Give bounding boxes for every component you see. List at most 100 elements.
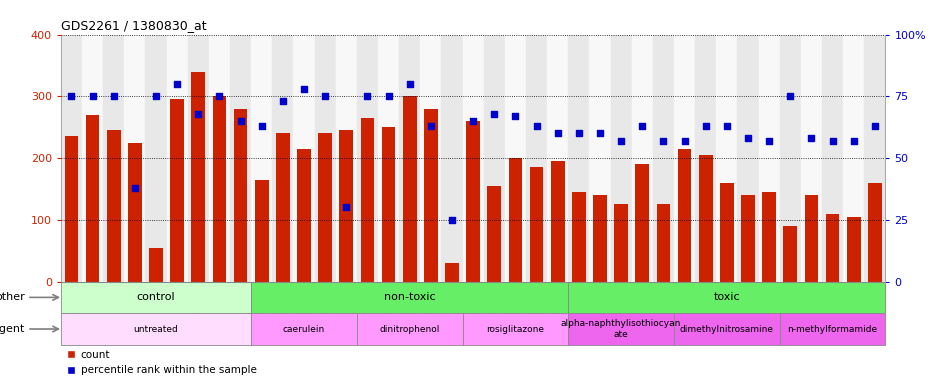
Bar bbox=[846, 217, 859, 281]
Bar bbox=[508, 158, 521, 281]
Point bbox=[169, 81, 184, 87]
Bar bbox=[272, 35, 293, 281]
Bar bbox=[571, 192, 585, 281]
Bar bbox=[525, 35, 547, 281]
Bar bbox=[779, 35, 800, 281]
Bar bbox=[821, 35, 842, 281]
Bar bbox=[251, 281, 568, 313]
Bar bbox=[779, 313, 885, 345]
Text: alpha-naphthylisothiocyan
ate: alpha-naphthylisothiocyan ate bbox=[561, 319, 680, 339]
Bar bbox=[61, 281, 251, 313]
Bar bbox=[610, 35, 631, 281]
Bar bbox=[445, 263, 459, 281]
Text: caerulein: caerulein bbox=[283, 324, 325, 334]
Bar bbox=[441, 35, 462, 281]
Bar bbox=[550, 161, 564, 281]
Bar bbox=[314, 35, 335, 281]
Bar bbox=[167, 35, 187, 281]
Bar bbox=[251, 35, 272, 281]
Bar bbox=[863, 35, 885, 281]
Bar bbox=[568, 281, 885, 313]
Bar bbox=[483, 35, 505, 281]
Bar bbox=[529, 167, 543, 281]
Bar bbox=[61, 313, 251, 345]
Bar bbox=[656, 204, 669, 281]
Point bbox=[719, 123, 734, 129]
Point bbox=[444, 217, 459, 223]
Point bbox=[127, 185, 142, 191]
Bar bbox=[128, 142, 141, 281]
Bar bbox=[740, 195, 754, 281]
Bar bbox=[462, 35, 483, 281]
Bar bbox=[339, 130, 353, 281]
Point bbox=[529, 123, 544, 129]
Bar bbox=[255, 180, 269, 281]
Bar bbox=[462, 313, 568, 345]
Point bbox=[465, 118, 480, 124]
Bar bbox=[677, 149, 691, 281]
Point bbox=[233, 118, 248, 124]
Bar bbox=[357, 35, 377, 281]
Point bbox=[85, 93, 100, 99]
Bar bbox=[547, 35, 568, 281]
Bar bbox=[251, 313, 357, 345]
Text: rosiglitazone: rosiglitazone bbox=[486, 324, 544, 334]
Point bbox=[359, 93, 374, 99]
Bar bbox=[698, 155, 712, 281]
Bar bbox=[762, 192, 775, 281]
Bar bbox=[631, 35, 652, 281]
Text: GDS2261 / 1380830_at: GDS2261 / 1380830_at bbox=[61, 19, 206, 32]
Bar bbox=[377, 35, 399, 281]
Bar bbox=[297, 149, 311, 281]
Bar bbox=[402, 96, 417, 281]
Point bbox=[825, 138, 840, 144]
Legend: count, percentile rank within the sample: count, percentile rank within the sample bbox=[66, 350, 256, 375]
Bar bbox=[589, 35, 610, 281]
Bar bbox=[487, 186, 501, 281]
Bar bbox=[867, 183, 881, 281]
Bar bbox=[230, 35, 251, 281]
Bar bbox=[187, 35, 209, 281]
Point bbox=[845, 138, 860, 144]
Text: agent: agent bbox=[0, 324, 25, 334]
Bar bbox=[505, 35, 525, 281]
Text: non-toxic: non-toxic bbox=[384, 292, 435, 302]
Bar bbox=[592, 195, 607, 281]
Bar bbox=[804, 195, 817, 281]
Bar bbox=[399, 35, 420, 281]
Bar bbox=[335, 35, 357, 281]
Bar bbox=[466, 121, 479, 281]
Bar bbox=[145, 35, 167, 281]
Point bbox=[149, 93, 164, 99]
Text: other: other bbox=[0, 292, 25, 302]
Point bbox=[635, 123, 650, 129]
Point bbox=[64, 93, 79, 99]
Text: dinitrophenol: dinitrophenol bbox=[379, 324, 440, 334]
Bar bbox=[357, 313, 462, 345]
Bar bbox=[673, 313, 779, 345]
Bar bbox=[719, 183, 733, 281]
Bar bbox=[276, 133, 289, 281]
Bar bbox=[360, 118, 374, 281]
Bar bbox=[568, 35, 589, 281]
Bar bbox=[758, 35, 779, 281]
Point bbox=[212, 93, 227, 99]
Point bbox=[254, 123, 269, 129]
Bar bbox=[652, 35, 673, 281]
Bar bbox=[715, 35, 737, 281]
Bar bbox=[86, 115, 99, 281]
Bar bbox=[191, 71, 205, 281]
Point bbox=[106, 93, 121, 99]
Bar bbox=[673, 35, 695, 281]
Point bbox=[697, 123, 712, 129]
Bar bbox=[614, 204, 627, 281]
Bar bbox=[65, 136, 79, 281]
Point bbox=[592, 130, 607, 136]
Bar bbox=[233, 109, 247, 281]
Point bbox=[782, 93, 797, 99]
Point bbox=[677, 138, 692, 144]
Bar bbox=[212, 96, 227, 281]
Bar bbox=[800, 35, 821, 281]
Bar bbox=[107, 130, 121, 281]
Bar bbox=[103, 35, 124, 281]
